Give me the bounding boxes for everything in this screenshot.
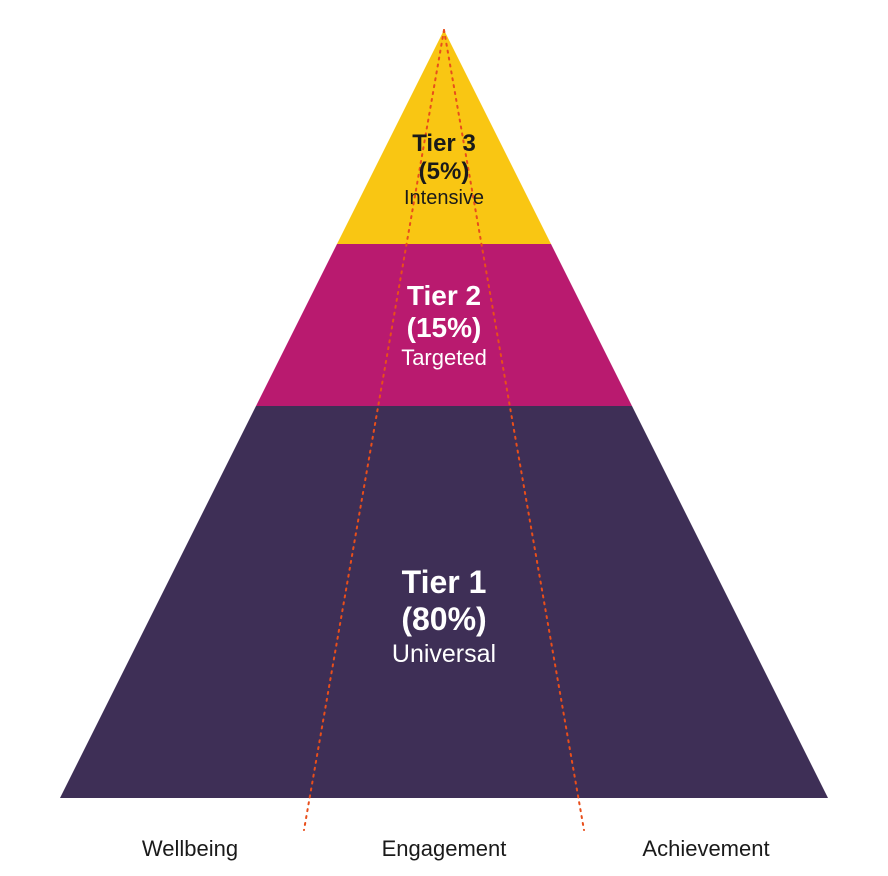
pyramid-diagram: Tier 3 (5%) Intensive Tier 2 (15%) Targe… <box>0 0 888 876</box>
tier2-label-group: Tier 2 (15%) Targeted <box>344 280 544 373</box>
tier1-label-group: Tier 1 (80%) Universal <box>344 564 544 670</box>
tier1-title: Tier 1 <box>344 564 544 601</box>
bottom-label-engagement: Engagement <box>382 836 507 862</box>
tier1-subtitle: Universal <box>344 638 544 671</box>
bottom-label-wellbeing: Wellbeing <box>142 836 238 862</box>
tier3-percent: (5%) <box>344 158 544 186</box>
tier2-percent: (15%) <box>344 312 544 344</box>
tier2-title: Tier 2 <box>344 280 544 312</box>
tier1-percent: (80%) <box>344 601 544 638</box>
tier2-subtitle: Targeted <box>344 344 544 373</box>
bottom-label-achievement: Achievement <box>642 836 769 862</box>
tier3-label-group: Tier 3 (5%) Intensive <box>344 130 544 211</box>
tier3-title: Tier 3 <box>344 130 544 158</box>
tier3-subtitle: Intensive <box>344 185 544 211</box>
